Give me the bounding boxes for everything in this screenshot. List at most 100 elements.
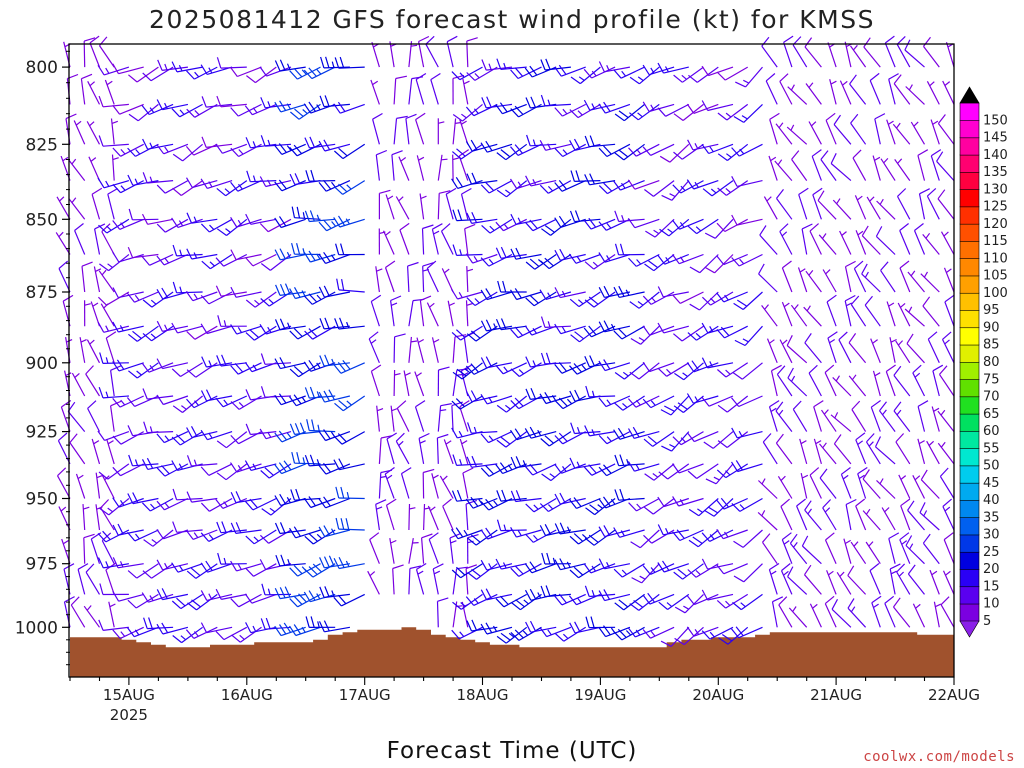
barb-feather [495,598,505,608]
wind-barb [554,558,586,571]
barb-half-feather [443,268,450,274]
barb-feather [857,466,868,475]
barb-feather [614,243,620,255]
barb-half-feather [635,399,641,406]
wind-barb [245,137,277,149]
barb-feather [779,73,789,82]
barb-half-feather [932,120,939,125]
wind-barb [127,563,159,579]
barb-shaft [294,497,321,501]
barb-feather [569,210,576,222]
barb-feather [584,425,591,437]
wind-barb [304,454,336,467]
barb-feather [279,318,286,330]
barb-shaft [792,44,808,68]
wind-barb [540,94,571,107]
wind-barb [627,395,660,408]
wind-barb [686,179,719,190]
barb-shaft [459,406,469,432]
barb-feather [274,60,281,72]
wind-barb [821,409,837,432]
barb-shaft [56,475,71,499]
colorbar-label: 15 [983,580,1000,595]
barb-shaft [725,593,749,609]
barb-shaft [488,431,513,444]
barb-shaft [515,253,542,260]
barb-shaft [872,370,881,397]
wind-barb [68,158,86,181]
barb-shaft [912,475,926,499]
colorbar-swatch [959,240,980,260]
barb-feather [480,559,488,571]
wind-barb [768,400,780,432]
barb-feather [318,253,326,264]
barb-shaft [265,563,292,571]
barb-feather [415,400,426,408]
barb-feather [186,398,195,408]
wind-barb [259,323,292,335]
barb-shaft [90,301,101,327]
wind-barb [936,151,955,182]
barb-feather [730,461,739,472]
barb-half-feather [839,571,845,578]
barb-shaft [342,395,366,412]
barb-feather [598,61,605,73]
barb-feather [588,296,599,305]
barb-shaft [162,593,189,601]
barb-feather [526,134,531,146]
barb-half-feather [650,630,656,637]
barb-feather [644,263,655,272]
barb-feather [234,363,244,373]
barb-feather [525,533,534,543]
wind-barb [431,223,443,255]
barb-feather [801,535,809,547]
barb-feather [554,493,561,505]
barb-shaft [697,529,719,548]
barb-feather [156,559,164,571]
barb-shaft [309,429,336,433]
barb-shaft [620,66,645,79]
barb-shaft [861,273,881,293]
barb-feather [318,498,327,509]
barb-feather [642,594,651,605]
barb-half-feather [725,600,731,606]
y-tick-label: 925 [26,423,58,443]
barb-feather [116,359,125,370]
barb-feather [309,136,315,148]
barb-feather [466,72,476,81]
barb-feather [588,217,597,228]
wind-barb [393,75,408,105]
barb-feather [141,362,150,373]
wind-barb [480,431,513,444]
barb-half-feather [287,559,291,566]
barb-shaft [762,541,778,565]
barb-feather [525,356,532,368]
barb-shaft [86,339,101,364]
wind-barb [570,325,601,343]
barb-half-feather [105,357,109,364]
barb-feather [340,243,345,255]
barb-half-feather [650,400,656,406]
barb-shaft [423,503,426,531]
barb-feather [319,95,325,107]
y-tick-label: 800 [26,58,58,78]
barb-feather [379,189,391,194]
barb-half-feather [793,304,799,310]
barb-shaft [943,267,955,293]
barb-half-feather [650,104,655,111]
wind-barb [480,588,513,601]
barb-shaft [865,441,881,465]
barb-shaft [779,231,793,255]
barb-feather [265,617,271,630]
barb-feather [465,106,475,117]
barb-shaft [893,606,911,628]
barb-feather [647,592,656,603]
barb-half-feather [492,625,498,632]
barb-shaft [312,291,336,305]
barb-feather [260,386,266,398]
barb-feather [215,257,225,267]
wind-barb [81,261,93,293]
barb-feather [884,595,895,604]
barb-feather [279,248,286,259]
wind-barb [415,72,427,105]
